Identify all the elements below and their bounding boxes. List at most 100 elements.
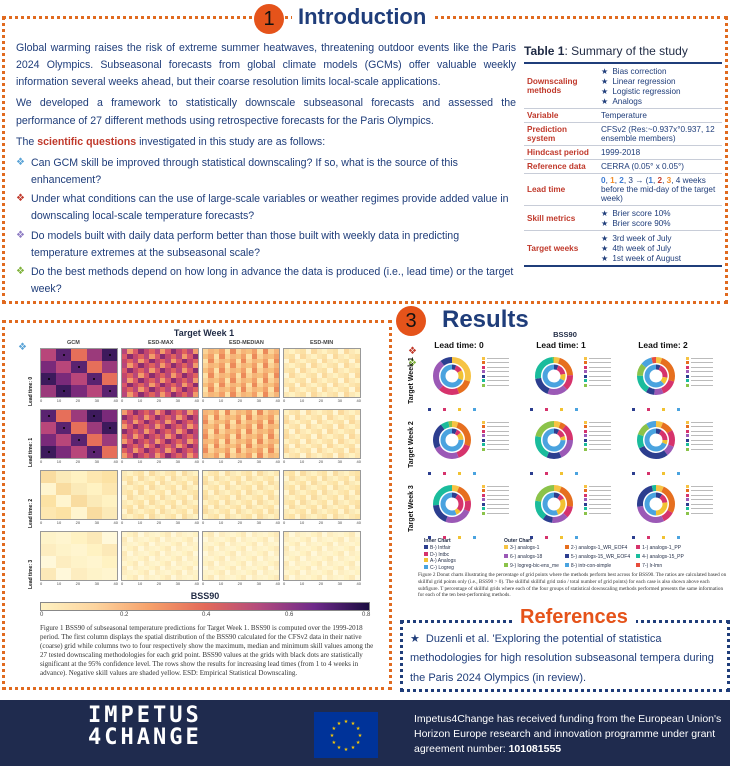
star-icon: ★ <box>410 633 420 645</box>
question-text: Do models built with daily data perform … <box>31 229 460 259</box>
table-row: Prediction system CFSv2 (Res:~0.937x°0.93… <box>524 122 722 146</box>
table-row: Reference data CERRA (0.05° x 0.05°) <box>524 159 722 174</box>
svg-text:★: ★ <box>330 733 335 739</box>
star-icon: ★ <box>601 97 609 106</box>
svg-text:★: ★ <box>332 740 337 746</box>
donut-row-label: Target Week 1 <box>408 357 415 404</box>
figure1-tick-labels: 0 10 20 30 40 <box>283 459 361 464</box>
diamond-bullet-icon: ❖ <box>16 229 25 241</box>
donut-mini-legend <box>686 484 722 518</box>
heatmap-panel <box>202 409 280 459</box>
eu-flag-icon: ★ ★ ★ ★ ★ ★ ★ ★ ★ ★ ★ ★ <box>314 712 378 758</box>
figure1-row-label: Lead time: 0 <box>28 376 34 406</box>
summary-table: Downscaling methods ★ Bias correction ★ Li… <box>524 62 722 267</box>
svg-text:★: ★ <box>358 733 363 739</box>
figure1-row-label: Lead time: 2 <box>28 498 34 528</box>
table-key: Downscaling methods <box>524 62 598 109</box>
donut-inner-legend <box>632 526 692 539</box>
legend-item: A-) Analogs <box>424 558 498 565</box>
diamond-bullet-icon: ❖ <box>18 342 27 353</box>
references-title: References <box>512 606 636 629</box>
intro-number-badge: 1 <box>254 4 284 34</box>
figure1-tick-labels: 0 10 20 30 40 <box>121 459 199 464</box>
legend-item: 5-) analogs-15_WR_EOF4 <box>564 553 630 563</box>
diamond-bullet-icon: ❖ <box>16 265 25 277</box>
figure1-tick-labels: 0 10 20 30 40 <box>283 581 361 586</box>
diamond-bullet-icon: ❖ <box>408 358 417 369</box>
figure1-column-header: GCM <box>67 340 80 346</box>
table-row: Lead time 0, 1, 2, 3 → (1, 2, 3, 4 weeks… <box>524 173 722 206</box>
star-icon: ★ <box>601 254 609 263</box>
reference-citation: Duzenli et al. 'Exploring the potential … <box>410 633 714 684</box>
donut-mini-legend <box>686 420 722 454</box>
star-icon: ★ <box>601 234 609 243</box>
heatmap-panel <box>283 470 361 520</box>
donut-mini-legend <box>584 420 620 454</box>
legend-item: 6-) analogs-18 <box>504 553 559 563</box>
diamond-bullet-icon: ❖ <box>16 193 25 205</box>
svg-text:★: ★ <box>337 745 342 751</box>
donut-chart <box>637 357 675 395</box>
p3-suffix: investigated in this study are as follow… <box>139 135 326 148</box>
donut-chart <box>535 357 573 395</box>
figure1-caption: Figure 1 BSS90 of subseasonal temperatur… <box>40 624 374 678</box>
table-row: Downscaling methods ★ Bias correction ★ Li… <box>524 62 722 109</box>
figure1-tick-labels: 0 10 20 30 40 <box>40 581 118 586</box>
svg-text:★: ★ <box>351 745 356 751</box>
svg-text:★: ★ <box>356 726 361 732</box>
table-title: Table 1: Summary of the study <box>524 44 688 58</box>
question-item: ❖ Do the best methods depend on how long … <box>16 264 516 298</box>
donut-inner-legend <box>530 462 590 475</box>
heatmap-panel <box>40 470 118 520</box>
figure2-title: BSS90 <box>553 330 577 339</box>
legend-item: D-) Intbc <box>424 551 498 559</box>
donut-mini-legend <box>686 356 722 390</box>
figure1-tick-labels: 0 10 20 30 40 <box>121 520 199 525</box>
donut-inner-legend <box>428 398 488 411</box>
legend-item: 1-) analogs-1_PP <box>636 544 684 554</box>
figure1-tick-labels: 0 10 20 30 40 <box>40 459 118 464</box>
heatmap-panel <box>121 531 199 581</box>
question-text: Can GCM skill be improved through statis… <box>31 156 458 187</box>
colorbar-title: BSS90 <box>190 591 220 601</box>
donut-mini-legend <box>482 420 518 454</box>
donut-chart <box>637 485 675 523</box>
colorbar <box>40 602 370 611</box>
diamond-bullet-icon: ❖ <box>408 346 417 357</box>
heatmap-panel <box>40 348 118 398</box>
donut-mini-legend <box>584 484 620 518</box>
intro-paragraph-2: We developed a framework to statisticall… <box>16 97 516 127</box>
donut-chart <box>535 421 573 459</box>
heatmap-panel <box>202 470 280 520</box>
star-icon: ★ <box>601 77 609 86</box>
figure1-tick-labels: 0 10 20 30 40 <box>121 581 199 586</box>
star-icon: ★ <box>601 219 609 228</box>
svg-text:★: ★ <box>337 721 342 727</box>
heatmap-panel <box>40 409 118 459</box>
colorbar-ticks: 0 0.2 0.4 0.6 0.8 <box>40 612 371 618</box>
intro-paragraph-3: The scientific questions investigated in… <box>16 134 516 151</box>
figure1-tick-labels: 0 10 20 30 40 <box>121 398 199 403</box>
results-title: Results <box>436 306 535 334</box>
star-icon: ★ <box>601 87 609 96</box>
svg-text:★: ★ <box>344 747 349 753</box>
figure1-tick-labels: 0 10 20 30 40 <box>202 581 280 586</box>
svg-text:★: ★ <box>332 726 337 732</box>
heatmap-panel <box>121 348 199 398</box>
legend-item: 4-) analogs-15_PP <box>636 553 684 563</box>
results-figure1-panel <box>2 320 392 690</box>
heatmap-panel <box>283 409 361 459</box>
heatmap-panel <box>121 470 199 520</box>
question-item: ❖ Under what conditions can the use of la… <box>16 191 516 225</box>
results-number-badge: 3 <box>396 306 426 336</box>
scientific-questions-highlight: scientific questions <box>37 135 137 148</box>
star-icon: ★ <box>601 244 609 253</box>
figure1-tick-labels: 0 10 20 30 40 <box>202 459 280 464</box>
heatmap-panel <box>283 531 361 581</box>
figure2-legend: Inner Chart Outer Chart B-) Intfair D-) In… <box>424 538 684 571</box>
question-text: Do the best methods depend on how long i… <box>31 265 514 296</box>
diamond-bullet-icon: ❖ <box>16 156 25 168</box>
figure1-row-label: Lead time: 3 <box>28 559 34 589</box>
figure1-tick-labels: 0 10 20 30 40 <box>202 520 280 525</box>
